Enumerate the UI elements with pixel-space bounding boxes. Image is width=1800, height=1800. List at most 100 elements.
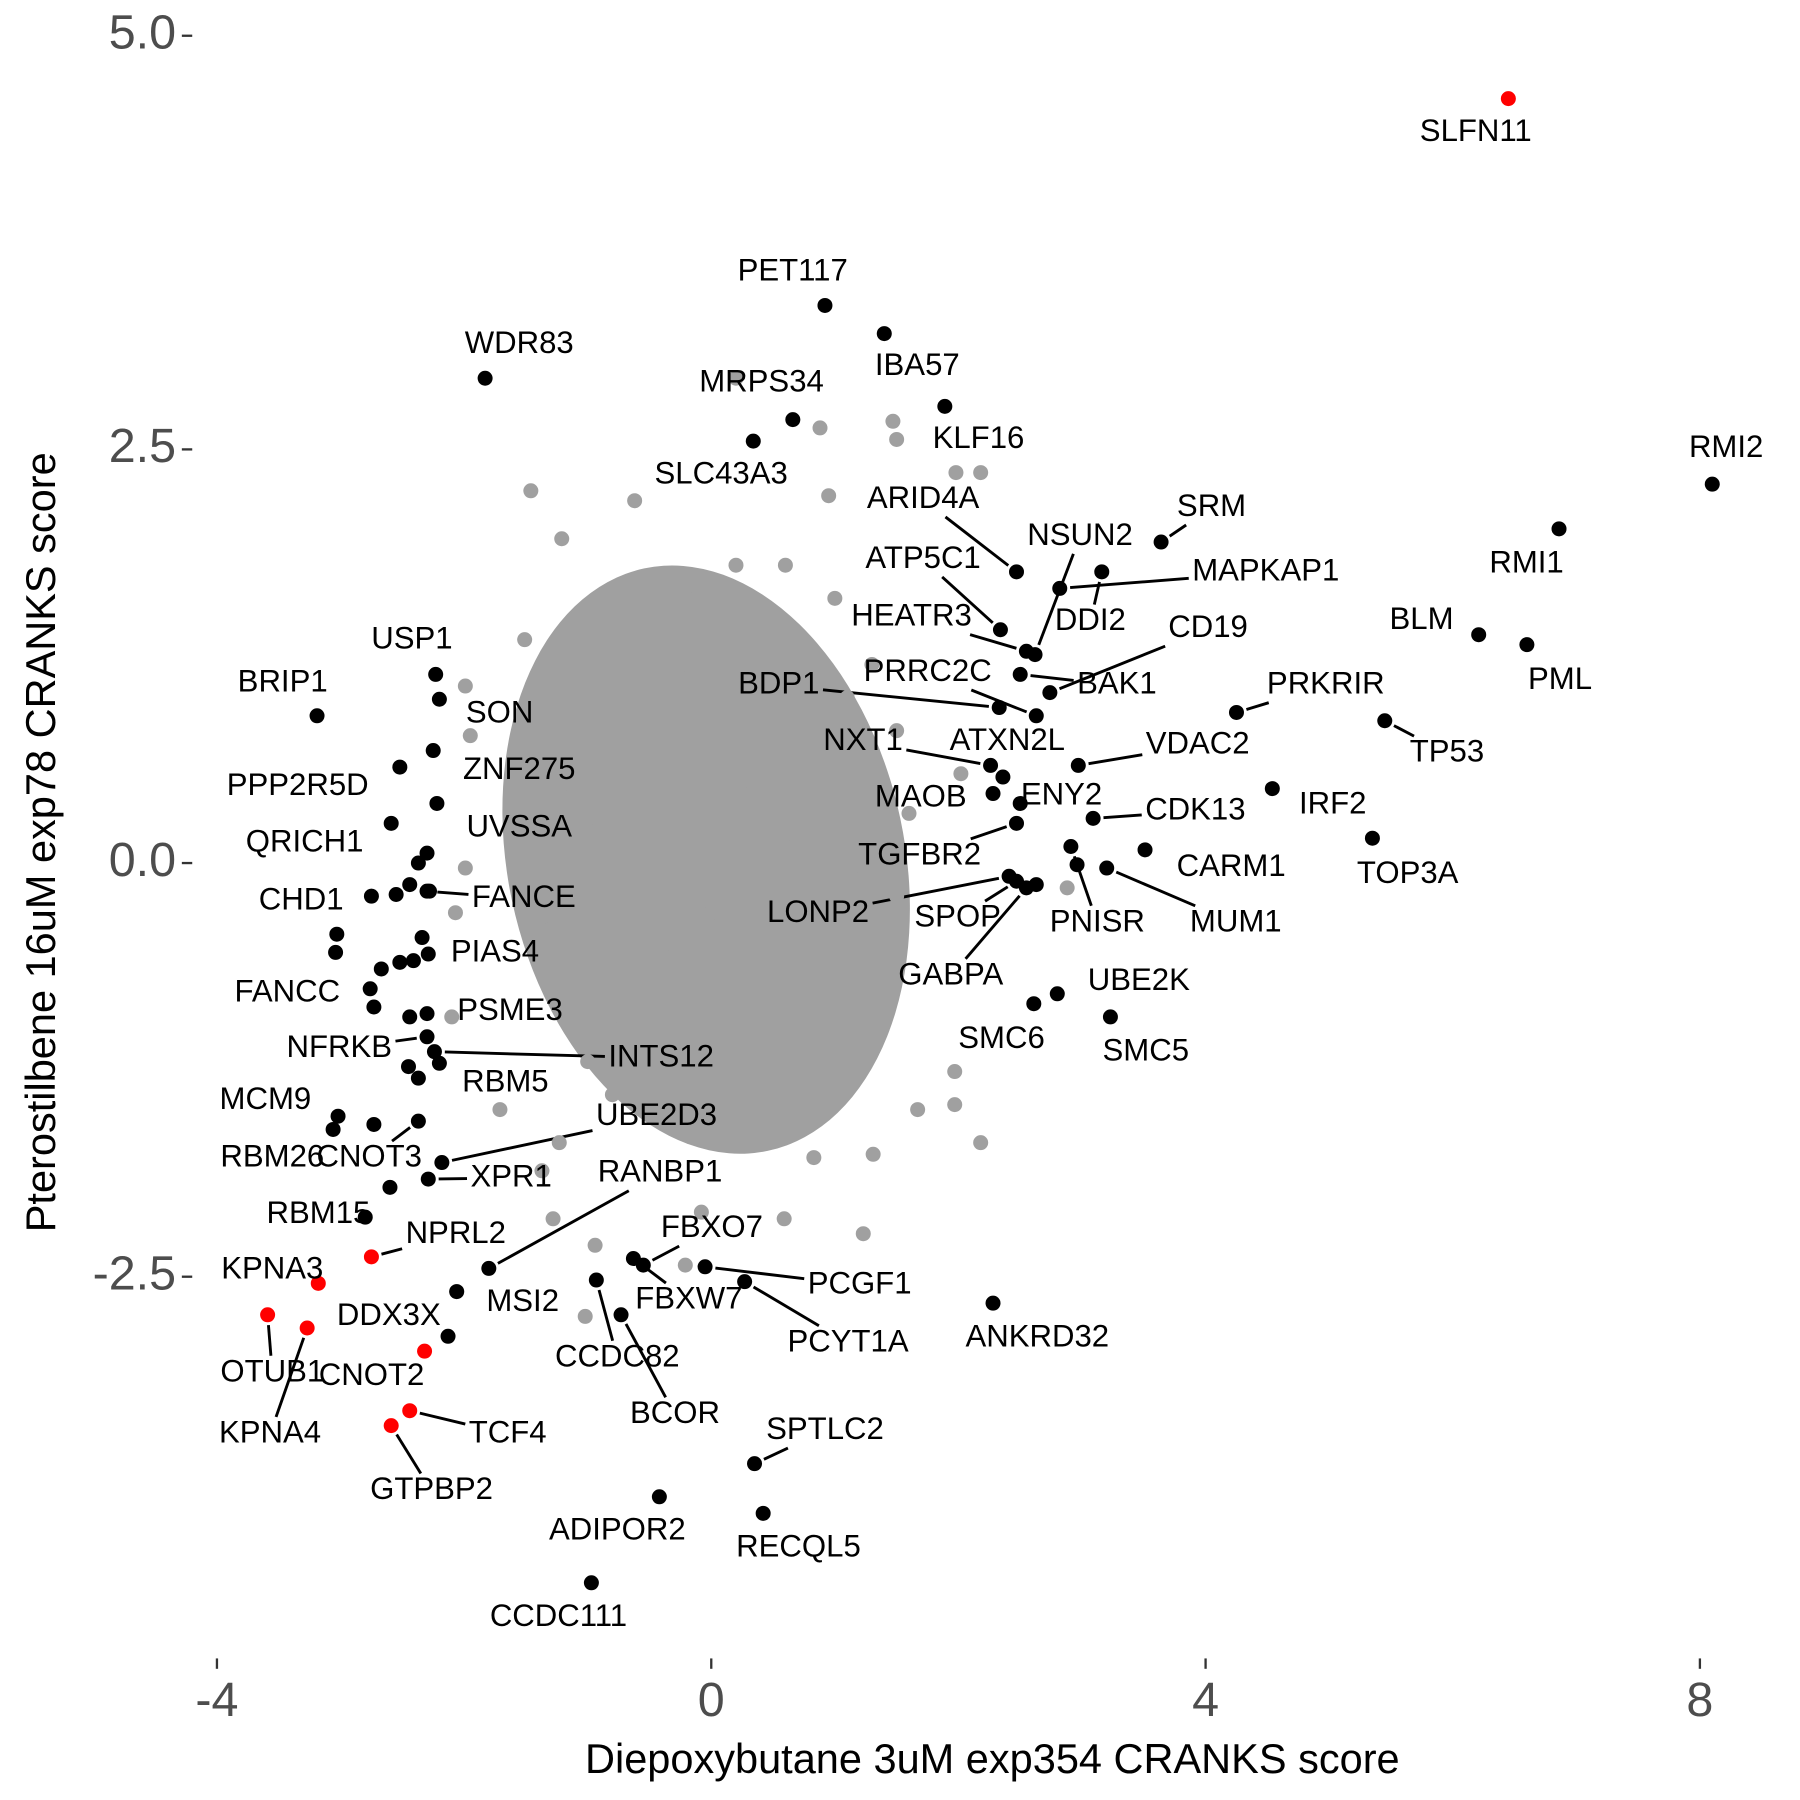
point	[802, 1004, 818, 1020]
point	[534, 1163, 550, 1179]
point	[543, 921, 559, 937]
point	[693, 1204, 709, 1220]
point-label: CARM1	[1177, 848, 1286, 883]
point	[641, 1103, 657, 1119]
point	[583, 1575, 599, 1591]
point-label: KLF16	[933, 420, 1025, 455]
x-tick-label: 8	[1686, 1673, 1713, 1727]
point	[1364, 830, 1380, 846]
y-tick-label: -2.5	[93, 1247, 177, 1301]
point	[1049, 986, 1065, 1002]
point-label: SLFN11	[1420, 113, 1532, 148]
point-label: WDR83	[465, 325, 574, 360]
point	[366, 999, 382, 1015]
point-label: VDAC2	[1146, 726, 1250, 761]
point	[604, 756, 620, 772]
point	[753, 673, 769, 689]
leader-line	[395, 1433, 423, 1475]
point	[1704, 476, 1720, 492]
x-axis-title: Diepoxybutane 3uM exp354 CRANKS score	[585, 1735, 1400, 1782]
point	[697, 1259, 713, 1275]
y-tick-label: 5.0	[109, 6, 176, 60]
point	[422, 883, 438, 899]
point	[402, 1009, 418, 1025]
point-label: MAPKAP1	[1192, 553, 1339, 588]
leader-line	[1092, 581, 1101, 605]
point-label: PCYT1A	[787, 1323, 908, 1358]
point	[260, 1307, 276, 1323]
point-label: KPNA4	[219, 1414, 321, 1449]
point	[392, 954, 408, 970]
point	[728, 370, 744, 386]
point-label: RBM26	[220, 1139, 324, 1174]
point	[889, 888, 905, 904]
leader-line	[969, 633, 1017, 650]
point-label: MUM1	[1190, 903, 1282, 938]
point-label: CD19	[1168, 609, 1248, 644]
point	[641, 706, 657, 722]
point	[366, 1116, 382, 1132]
point	[814, 706, 830, 722]
point	[992, 622, 1008, 638]
point	[814, 905, 830, 921]
point	[545, 1211, 561, 1227]
leader-line	[944, 515, 1010, 567]
leader-line	[497, 1189, 630, 1265]
point-label: PML	[1528, 661, 1592, 696]
leader-line	[395, 1036, 417, 1043]
leader-line	[444, 1050, 605, 1058]
point	[543, 855, 559, 871]
point	[948, 465, 964, 481]
point-label: CNOT3	[316, 1139, 422, 1174]
point	[431, 1055, 447, 1071]
point-label: MSI2	[486, 1283, 559, 1318]
point-label: ATXN2L	[950, 722, 1065, 757]
point	[554, 531, 570, 547]
leader-line	[763, 1446, 789, 1461]
leader-line	[381, 1247, 403, 1256]
point-label: PET117	[738, 253, 848, 288]
point-label: CHD1	[259, 881, 344, 916]
leader-line	[1393, 724, 1415, 738]
point	[776, 1211, 792, 1227]
point	[1026, 996, 1042, 1012]
point	[703, 805, 719, 821]
point	[679, 590, 695, 606]
point-label: TOP3A	[1357, 855, 1459, 890]
point-label: SMC6	[958, 1020, 1045, 1055]
point	[1153, 534, 1169, 550]
y-tick-label: 0.0	[109, 833, 176, 887]
point	[457, 678, 473, 694]
point-label: OTUB1	[220, 1353, 324, 1388]
point	[629, 640, 645, 656]
point	[580, 921, 596, 937]
point	[973, 465, 989, 481]
point	[901, 805, 917, 821]
leader-line	[970, 825, 1008, 841]
point-label: SPTLC2	[766, 1411, 884, 1446]
point-label: SRM	[1177, 488, 1246, 523]
point	[604, 1021, 620, 1037]
point	[329, 926, 345, 942]
point	[373, 961, 389, 977]
point	[985, 1295, 1001, 1311]
point-label: KPNA3	[221, 1251, 323, 1286]
point-label: CCDC82	[555, 1338, 680, 1373]
point-label: SLC43A3	[654, 456, 787, 491]
point	[457, 860, 473, 876]
point-label: BDP1	[738, 666, 819, 701]
point-label: USP1	[371, 621, 452, 656]
point	[414, 930, 430, 946]
point	[357, 1209, 373, 1225]
point	[1228, 704, 1244, 720]
leader-line	[964, 894, 1021, 960]
point	[666, 739, 682, 755]
point	[852, 872, 868, 888]
point	[1500, 91, 1516, 107]
point	[428, 666, 444, 682]
point	[405, 953, 421, 969]
point	[790, 640, 806, 656]
point	[747, 1456, 763, 1472]
point-label: RBM15	[267, 1195, 371, 1230]
